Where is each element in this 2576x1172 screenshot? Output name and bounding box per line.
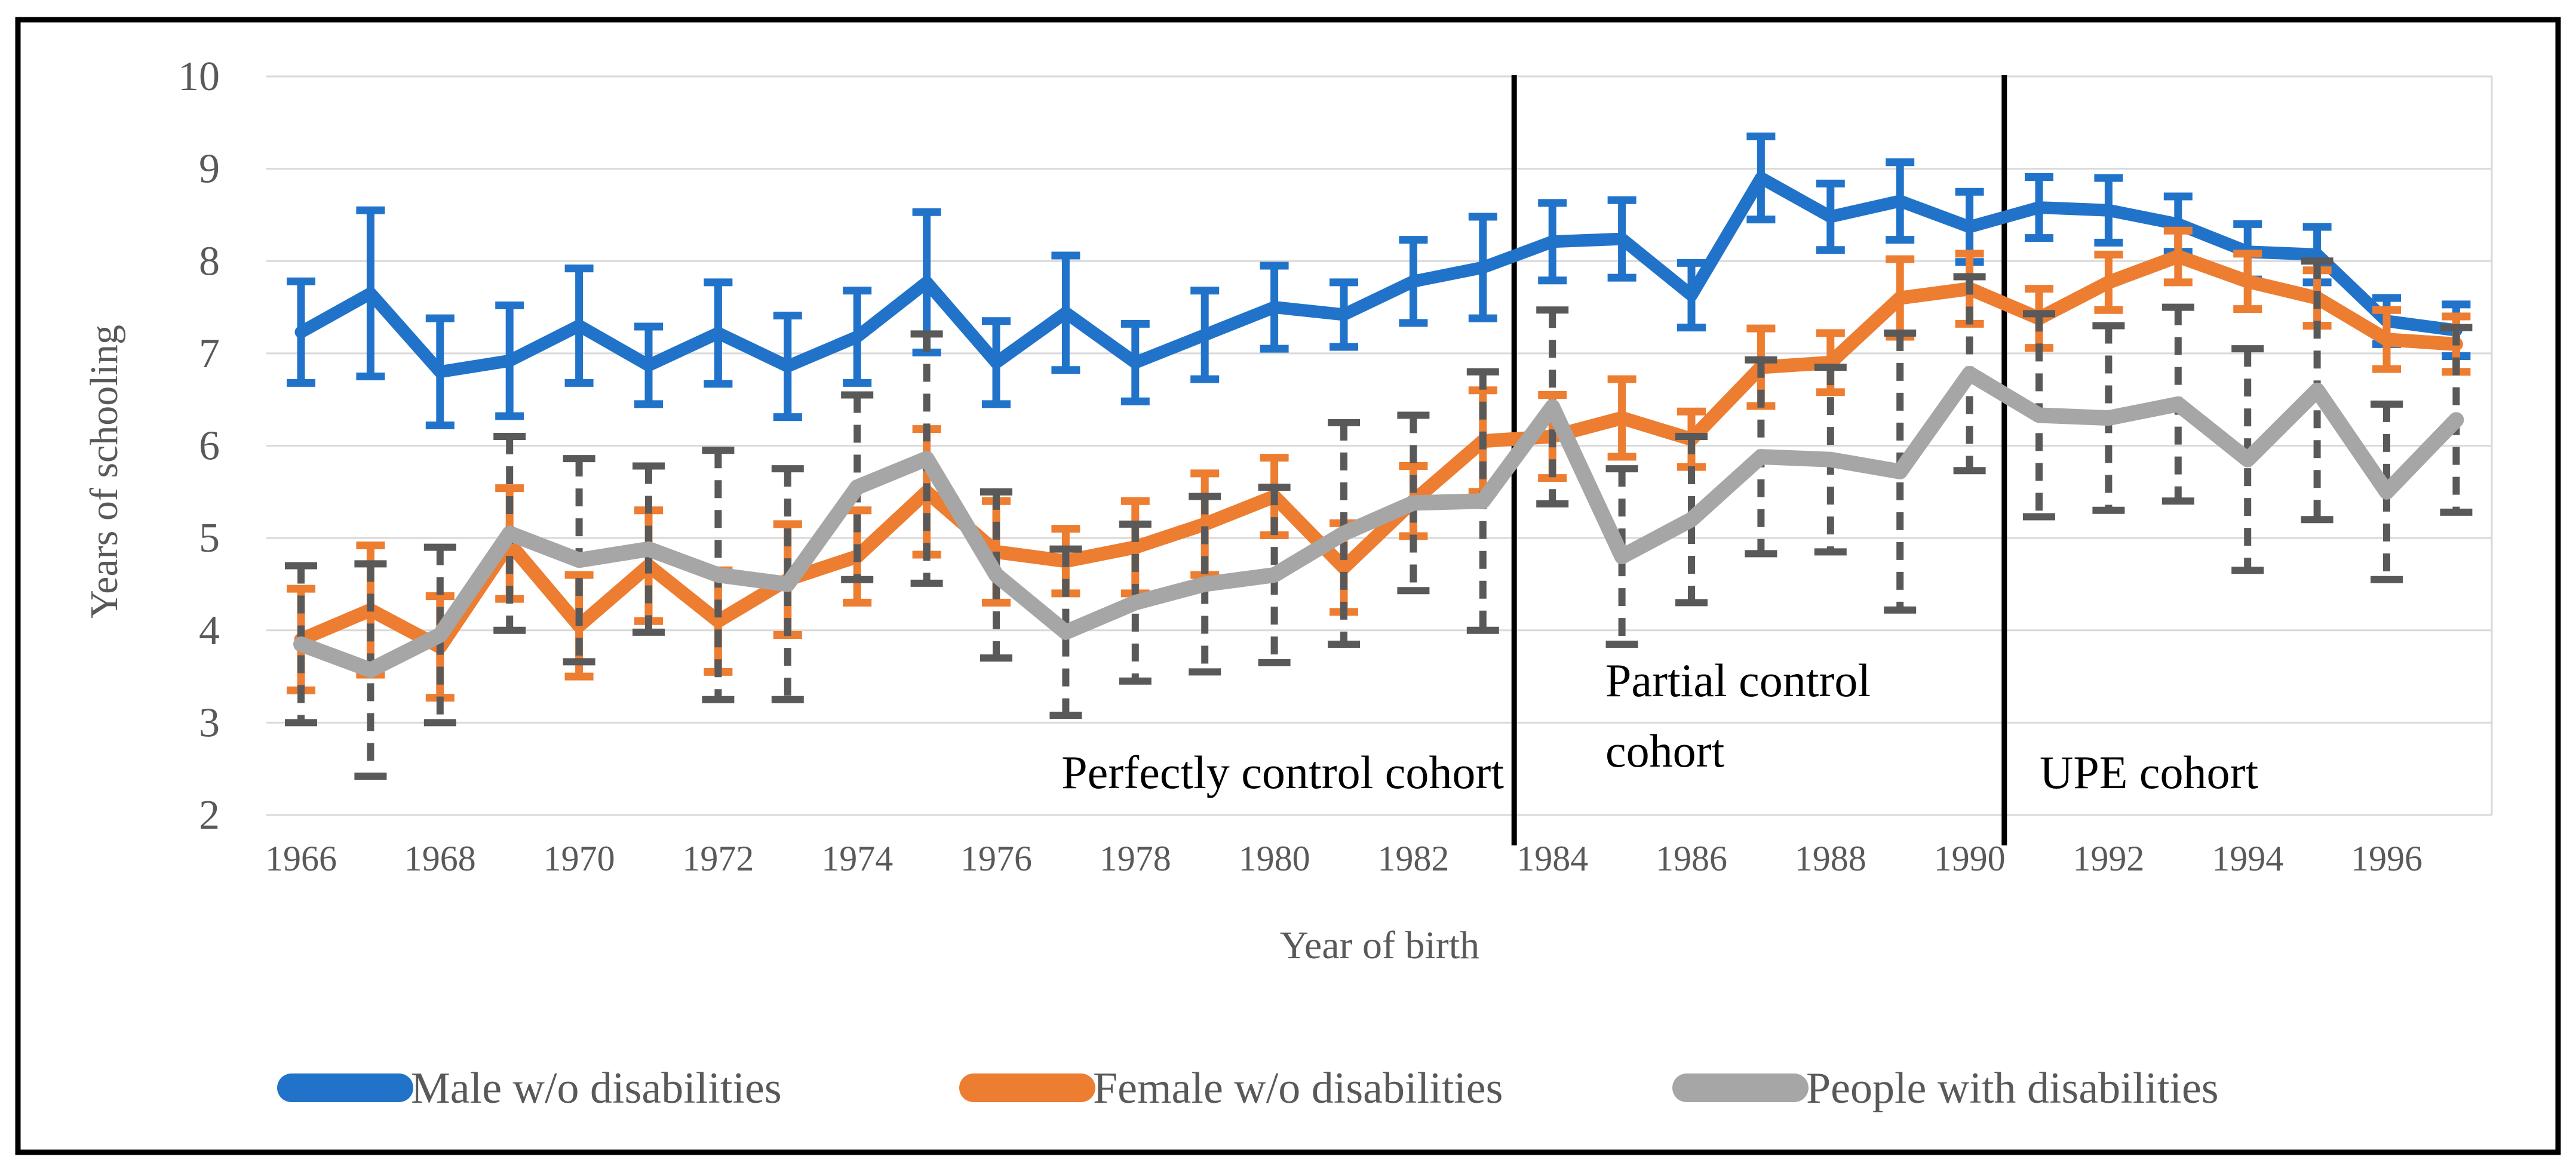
annotation-perfectly-control-cohort: Perfectly control cohort [1061,746,1504,798]
y-tick-label: 4 [199,608,220,654]
y-tick-label: 9 [199,146,220,192]
x-tick-label: 1988 [1795,839,1866,878]
x-tick-label: 1990 [1934,839,2006,878]
legend-label: Female w/o disabilities [1093,1064,1503,1113]
figure-border [15,17,2561,1155]
y-tick-label: 2 [199,792,220,838]
x-tick-label: 1980 [1239,839,1310,878]
x-axis-title: Year of birth [1280,924,1479,967]
series-line [294,250,2463,654]
axis-ticks-layer: 2 3 4 5 6 7 8 9 10 1966 1968 1970 1972 1974 1976 1978 19… [178,54,2423,878]
x-tick-label: 1970 [544,839,615,878]
series-line [294,171,2463,379]
x-tick-label: 1968 [404,839,476,878]
x-tick-label: 1972 [682,839,754,878]
legend-item: People with disabilities [1672,1064,2219,1113]
x-tick-label: 1974 [821,839,893,878]
x-tick-label: 1966 [265,839,337,878]
series-layer [285,133,2473,780]
legend-label: Male w/o disabilities [411,1064,782,1113]
x-tick-label: 1996 [2351,839,2423,878]
legend-item: Female w/o disabilities [959,1064,1503,1113]
y-tick-label: 10 [178,54,220,100]
legend-label: People with disabilities [1806,1064,2219,1113]
annotation-upe-cohort: UPE cohort [2040,746,2258,798]
y-tick-label: 7 [199,331,220,377]
x-tick-label: 1986 [1656,839,1727,878]
y-tick-label: 6 [199,423,220,469]
series-people-with-disabilities [285,257,2473,780]
y-tick-label: 8 [199,238,220,284]
annotation-partial-control-line2: cohort [1605,725,1725,777]
series-line [293,365,2464,678]
annotation-partial-control-line1: Partial control [1605,654,1871,706]
y-axis-title: Years of schooling [82,325,126,619]
x-tick-label: 1978 [1100,839,1171,878]
x-tick-label: 1992 [2073,839,2144,878]
x-tick-label: 1994 [2212,839,2283,878]
x-tick-label: 1982 [1377,839,1449,878]
legend-item: Male w/o disabilities [277,1064,782,1113]
x-tick-label: 1984 [1516,839,1588,878]
y-tick-label: 3 [199,700,220,746]
y-tick-label: 5 [199,515,220,561]
series-male-w-o-disabilities [287,133,2471,429]
x-tick-label: 1976 [960,839,1032,878]
legend: Male w/o disabilities Female w/o disabili… [277,1064,2219,1113]
gridlines-layer [266,75,2493,816]
